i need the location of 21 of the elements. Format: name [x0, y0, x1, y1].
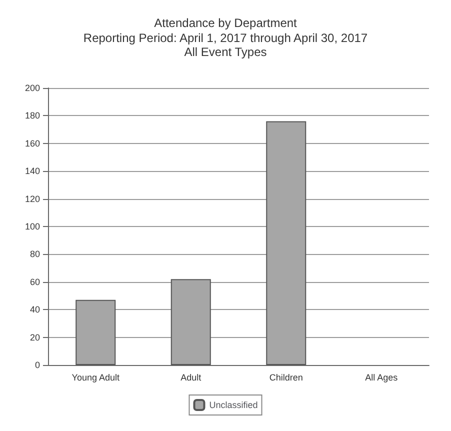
- y-tick-label: 200: [24, 83, 40, 93]
- y-tick-label: 40: [30, 304, 40, 315]
- x-tick-label: Children: [269, 372, 303, 382]
- y-tick-label: 20: [30, 332, 40, 342]
- x-tick-label: All Ages: [365, 372, 398, 382]
- y-tick-label: 0: [34, 360, 40, 370]
- chart-title: Attendance by Department: [154, 16, 298, 30]
- chart-subtitle: Reporting Period: April 1, 2017 through April 30, 2017 All Event Types: [83, 31, 368, 59]
- y-tick-label: 180: [24, 110, 40, 121]
- y-tick-label: 60: [30, 276, 40, 287]
- legend-label: Unclassified: [209, 400, 258, 410]
- bar: [170, 279, 211, 365]
- y-tick-label: 100: [24, 222, 40, 232]
- bar: [76, 300, 116, 365]
- x-tick-label: Adult: [180, 372, 202, 382]
- bar: [266, 121, 306, 365]
- y-tick-label: 140: [24, 166, 40, 176]
- y-tick-label: 120: [24, 194, 40, 204]
- x-tick-label: Young Adult: [72, 372, 120, 382]
- y-tick-label: 80: [30, 249, 40, 260]
- y-tick-label: 160: [24, 138, 40, 148]
